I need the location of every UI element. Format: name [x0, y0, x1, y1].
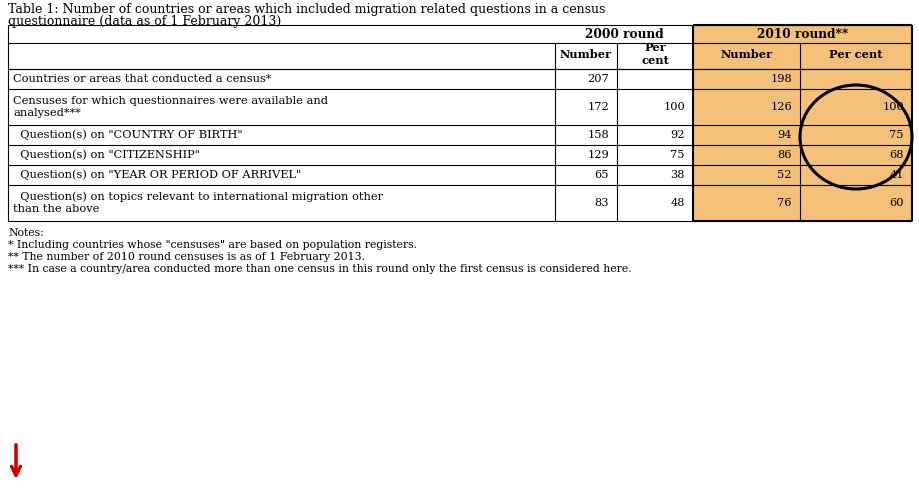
Text: 126: 126 — [769, 102, 791, 112]
Bar — [8, 25, 692, 43]
Text: 68: 68 — [889, 150, 903, 160]
Bar — [8, 125, 692, 145]
Bar — [692, 25, 911, 43]
Text: 207: 207 — [586, 74, 608, 84]
Text: 86: 86 — [777, 150, 791, 160]
Text: 100: 100 — [663, 102, 685, 112]
Text: 100: 100 — [881, 102, 903, 112]
Bar — [692, 43, 911, 69]
Text: * Including countries whose "censuses" are based on population registers.: * Including countries whose "censuses" a… — [8, 240, 416, 250]
Text: Number: Number — [560, 49, 611, 60]
Bar — [8, 185, 692, 221]
Text: 198: 198 — [769, 74, 791, 84]
Text: 75: 75 — [889, 130, 903, 140]
Text: 52: 52 — [777, 170, 791, 180]
Bar — [8, 43, 692, 69]
Text: 38: 38 — [670, 170, 685, 180]
Text: Number: Number — [720, 49, 772, 60]
Text: questionnaire (data as of 1 February 2013): questionnaire (data as of 1 February 201… — [8, 15, 281, 28]
Text: Countries or areas that conducted a census*: Countries or areas that conducted a cens… — [13, 74, 271, 84]
Bar — [8, 165, 692, 185]
Text: Question(s) on "YEAR OR PERIOD OF ARRIVEL": Question(s) on "YEAR OR PERIOD OF ARRIVE… — [13, 170, 301, 180]
Text: 76: 76 — [777, 198, 791, 208]
Text: Notes:: Notes: — [8, 228, 44, 238]
Bar — [692, 69, 911, 89]
Bar — [692, 125, 911, 145]
Bar — [8, 69, 692, 89]
Bar — [692, 165, 911, 185]
Bar — [8, 89, 692, 125]
Text: 158: 158 — [586, 130, 608, 140]
Text: *** In case a country/area conducted more than one census in this round only the: *** In case a country/area conducted mor… — [8, 264, 631, 274]
Text: Per
cent: Per cent — [641, 42, 668, 66]
Bar — [692, 145, 911, 165]
Text: Table 1: Number of countries or areas which included migration related questions: Table 1: Number of countries or areas wh… — [8, 3, 605, 16]
Text: 2010 round**: 2010 round** — [756, 28, 847, 40]
Text: ** The number of 2010 round censuses is as of 1 February 2013.: ** The number of 2010 round censuses is … — [8, 252, 365, 262]
Text: 129: 129 — [586, 150, 608, 160]
Text: 60: 60 — [889, 198, 903, 208]
Text: 48: 48 — [670, 198, 685, 208]
Bar — [692, 185, 911, 221]
Text: Per cent: Per cent — [828, 49, 882, 60]
Text: Question(s) on "COUNTRY OF BIRTH": Question(s) on "COUNTRY OF BIRTH" — [13, 130, 243, 140]
Bar — [692, 89, 911, 125]
Text: 83: 83 — [594, 198, 608, 208]
Text: Question(s) on topics relevant to international migration other
than the above: Question(s) on topics relevant to intern… — [13, 192, 382, 215]
Text: 94: 94 — [777, 130, 791, 140]
Text: 2000 round: 2000 round — [584, 28, 663, 40]
Text: 41: 41 — [889, 170, 903, 180]
Text: 65: 65 — [594, 170, 608, 180]
Text: 92: 92 — [670, 130, 685, 140]
Bar — [8, 145, 692, 165]
Text: 75: 75 — [670, 150, 685, 160]
Text: 172: 172 — [586, 102, 608, 112]
Text: Censuses for which questionnaires were available and
analysed***: Censuses for which questionnaires were a… — [13, 96, 328, 118]
Text: Question(s) on "CITIZENSHIP": Question(s) on "CITIZENSHIP" — [13, 150, 199, 160]
